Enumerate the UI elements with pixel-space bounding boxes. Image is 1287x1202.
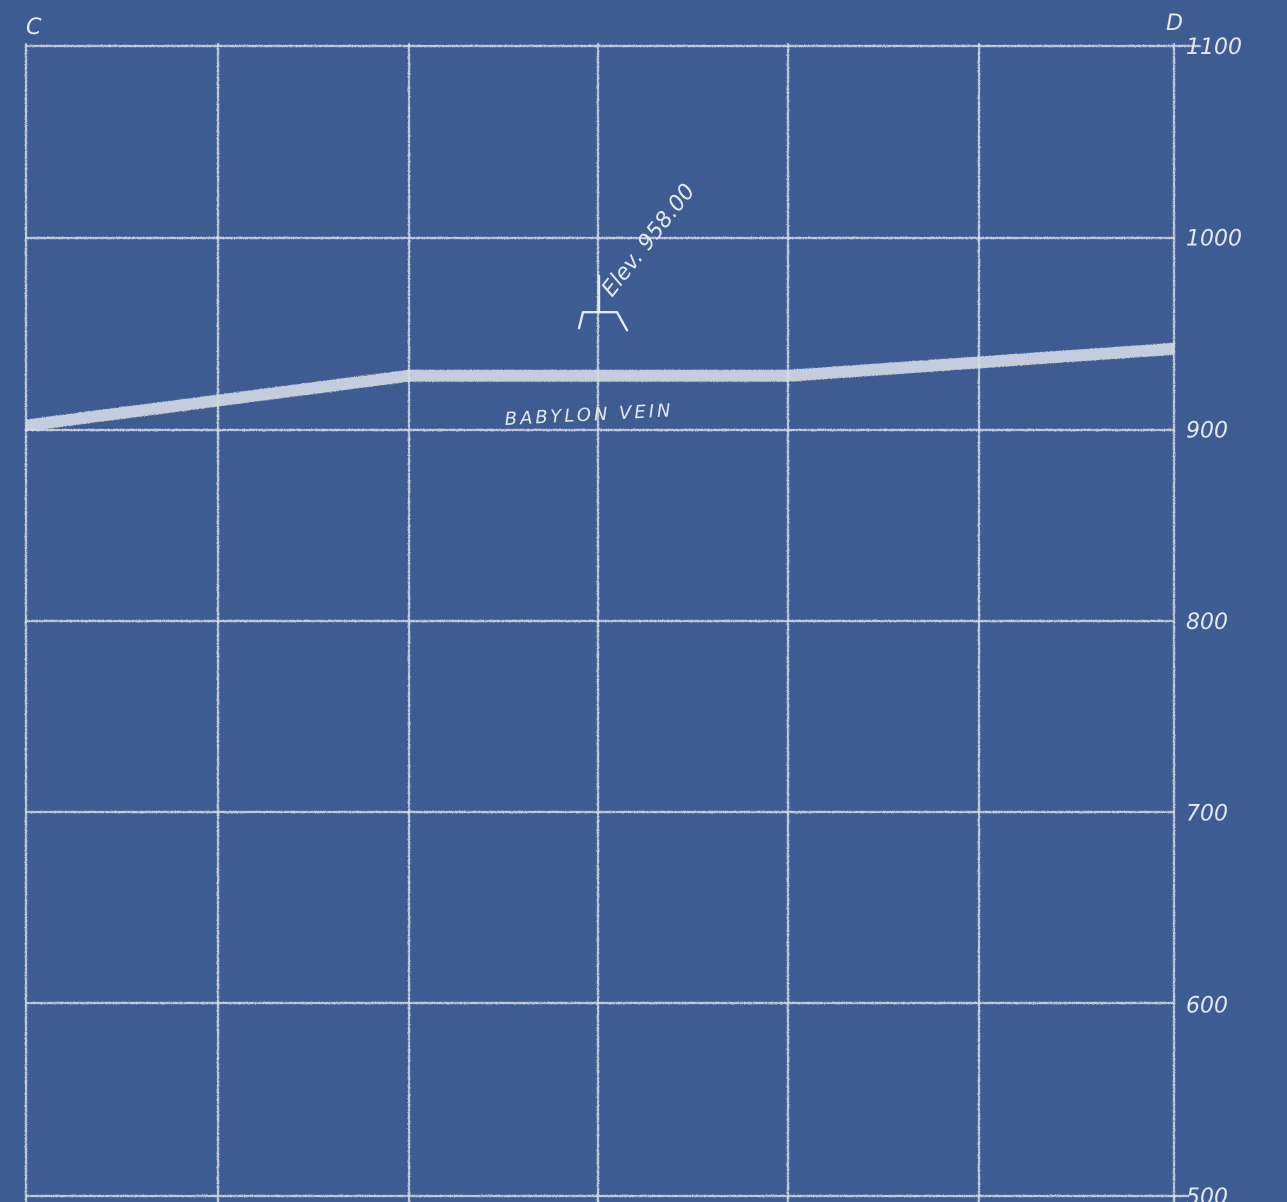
elevation-label: 600 [1186,993,1228,1018]
section-grid [24,42,1202,1202]
section-end-label-c: C [26,15,42,40]
elevation-scale: 1100 1000 900 800 700 600 500 [1186,35,1242,1202]
elevation-label: 800 [1186,610,1228,635]
elevation-label: 500 [1186,1185,1228,1202]
section-end-label-d: D [1166,11,1183,36]
babylon-vein-band [26,342,1174,432]
tunnel-portal-symbol [577,274,629,332]
elevation-label: 900 [1186,418,1228,443]
vein-label: BABYLON VEIN [504,400,674,430]
elevation-label: 1000 [1186,227,1242,252]
elevation-label: 1100 [1186,35,1242,60]
elevation-label: 700 [1186,802,1228,827]
tunnel-elevation-label: Elev. 958.00 [597,179,700,301]
